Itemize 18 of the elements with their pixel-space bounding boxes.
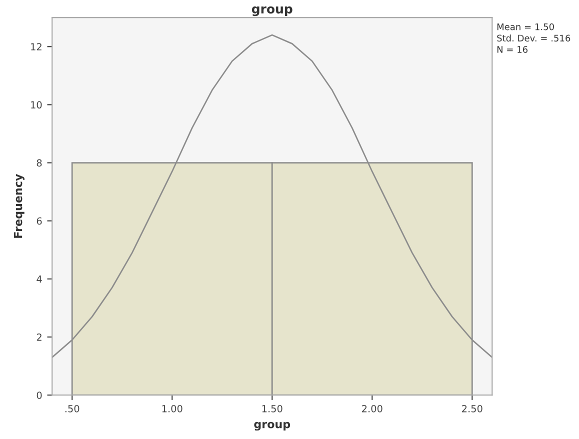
x-tick-label: .50 [65,404,80,412]
x-tick-label: 2.50 [462,404,482,412]
x-tick-label: 1.50 [262,404,282,412]
y-tick-label: 2 [36,333,42,341]
x-axis-title: group [254,422,290,431]
y-tick-label: 10 [31,101,42,109]
y-tick-label: 0 [36,392,42,399]
text: Mean = 1.50 [497,23,554,30]
text: N = 16 [497,46,528,53]
y-tick-label: 4 [36,276,42,283]
x-tick-label: 2.00 [362,404,382,412]
y-tick-label: 8 [36,159,42,167]
y-tick-label: 12 [31,43,42,50]
chart-title: group [252,6,292,16]
y-tick-label: 6 [36,217,42,225]
y-axis-title: Frequency [14,174,24,238]
x-tick-label: 1.00 [162,404,182,412]
text: Std. Dev. = .516 [497,34,570,42]
